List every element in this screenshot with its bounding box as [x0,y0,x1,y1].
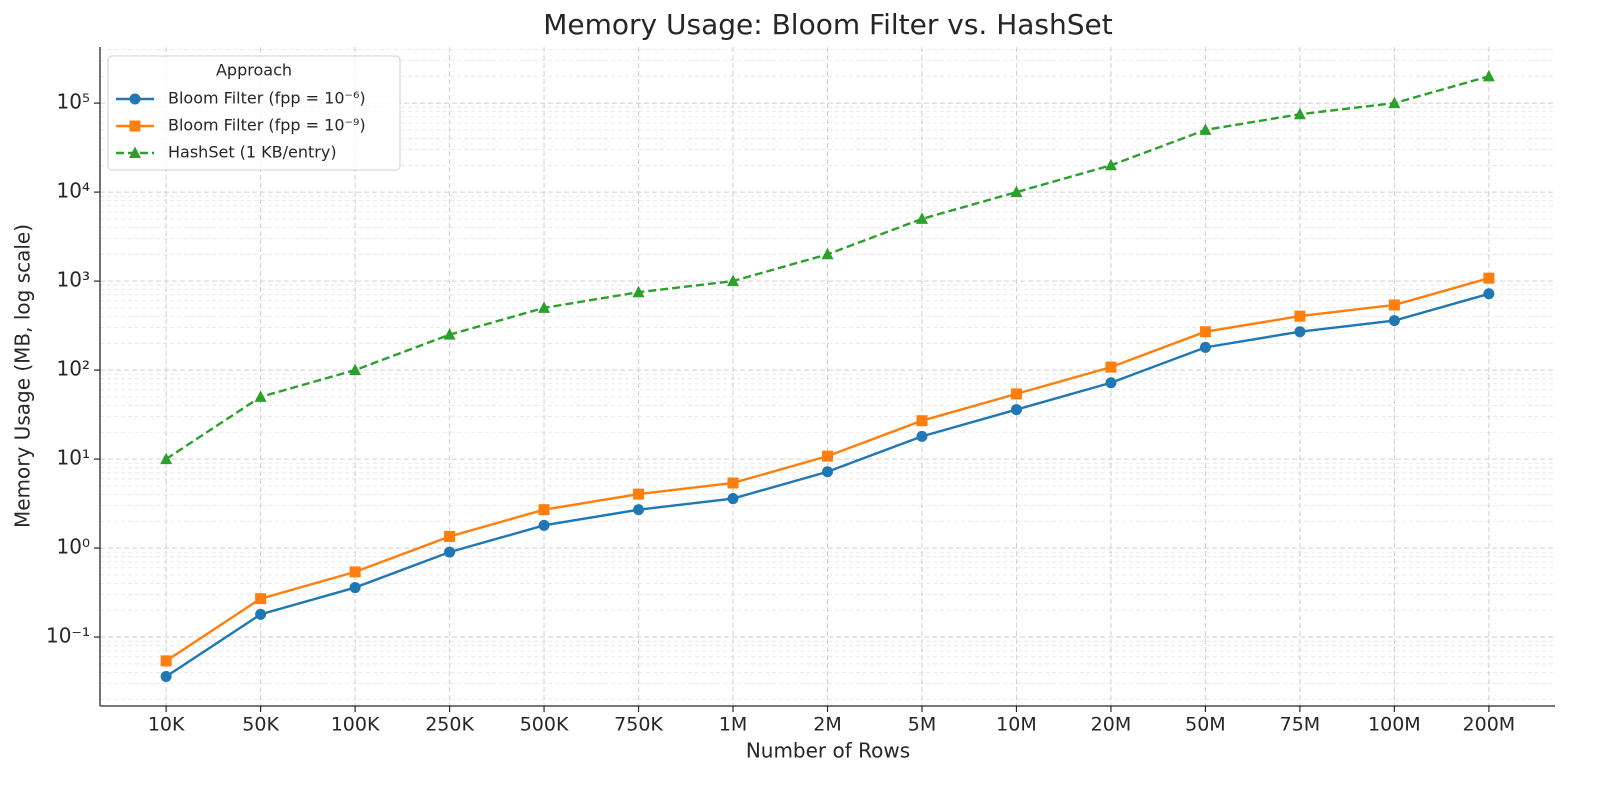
legend-title: Approach [216,61,292,80]
y-tick-label: 10¹ [57,446,90,470]
marker [916,430,928,442]
marker [1388,299,1400,311]
marker [727,274,740,287]
marker [1105,377,1117,389]
x-tick-label: 500K [520,714,569,736]
x-tick-label: 1M [719,714,747,736]
marker [538,504,550,516]
x-tick-label: 100K [331,714,380,736]
marker [916,415,928,427]
x-tick-label: 2M [813,714,841,736]
marker [160,671,172,683]
marker [1010,185,1023,198]
legend-label: Bloom Filter (fpp = 10⁻⁶) [168,89,366,108]
x-tick-label: 50K [242,714,279,736]
marker [160,655,172,667]
marker [822,466,833,478]
marker [1294,310,1306,322]
marker [632,285,645,298]
y-tick-label: 10⁴ [57,179,90,203]
marker [1482,69,1495,82]
legend-box [107,55,401,171]
marker [1388,96,1401,109]
x-tick-label: 75M [1280,714,1321,736]
legend-marker [129,146,141,158]
marker [254,390,267,402]
marker [1483,288,1495,300]
y-axis-label: Memory Usage (MB, log scale) [11,224,35,528]
x-tick-label: 5M [908,714,936,736]
x-tick-label: 250K [425,714,474,736]
x-tick-label: 100M [1368,714,1421,736]
x-tick-label: 750K [614,714,663,736]
marker [1293,107,1306,120]
marker [444,546,456,558]
legend-label: Bloom Filter (fpp = 10⁻⁹) [168,116,366,135]
marker [633,504,645,516]
marker [538,301,551,313]
marker [1104,158,1117,171]
legend-marker [129,120,141,132]
x-tick-label: 10K [148,714,185,736]
marker [444,530,456,542]
marker [349,566,361,578]
x-tick-label: 20M [1091,714,1132,736]
y-tick-label: 10⁰ [57,535,90,559]
legend-label: HashSet (1 KB/entry) [168,143,337,162]
chart-title: Memory Usage: Bloom Filter vs. HashSet [543,8,1113,41]
marker [255,608,267,620]
marker [443,328,456,340]
marker [822,450,833,462]
marker [1010,388,1022,400]
marker [349,582,361,594]
marker [1010,404,1022,416]
y-tick-label: 10² [57,357,90,381]
y-tick-label: 10⁵ [57,90,90,114]
marker [727,493,739,505]
x-tick-label: 200M [1463,714,1516,736]
legend-marker [129,93,141,105]
x-tick-label: 10M [996,714,1037,736]
marker [1294,326,1306,338]
marker [1199,326,1211,338]
x-axis-label: Number of Rows [746,739,910,763]
marker [255,593,267,605]
marker [1105,361,1117,373]
marker [1483,272,1495,284]
y-tick-label: 10³ [57,268,90,292]
marker [821,247,834,260]
marker [633,488,645,500]
y-tick-label: 10⁻¹ [46,624,90,648]
marker [160,452,173,465]
marker [1388,315,1400,327]
marker [1199,123,1212,135]
marker [349,363,362,376]
marker [1199,341,1211,353]
marker [727,477,739,489]
marker [915,212,928,224]
marker [538,519,550,531]
x-tick-label: 50M [1185,714,1226,736]
